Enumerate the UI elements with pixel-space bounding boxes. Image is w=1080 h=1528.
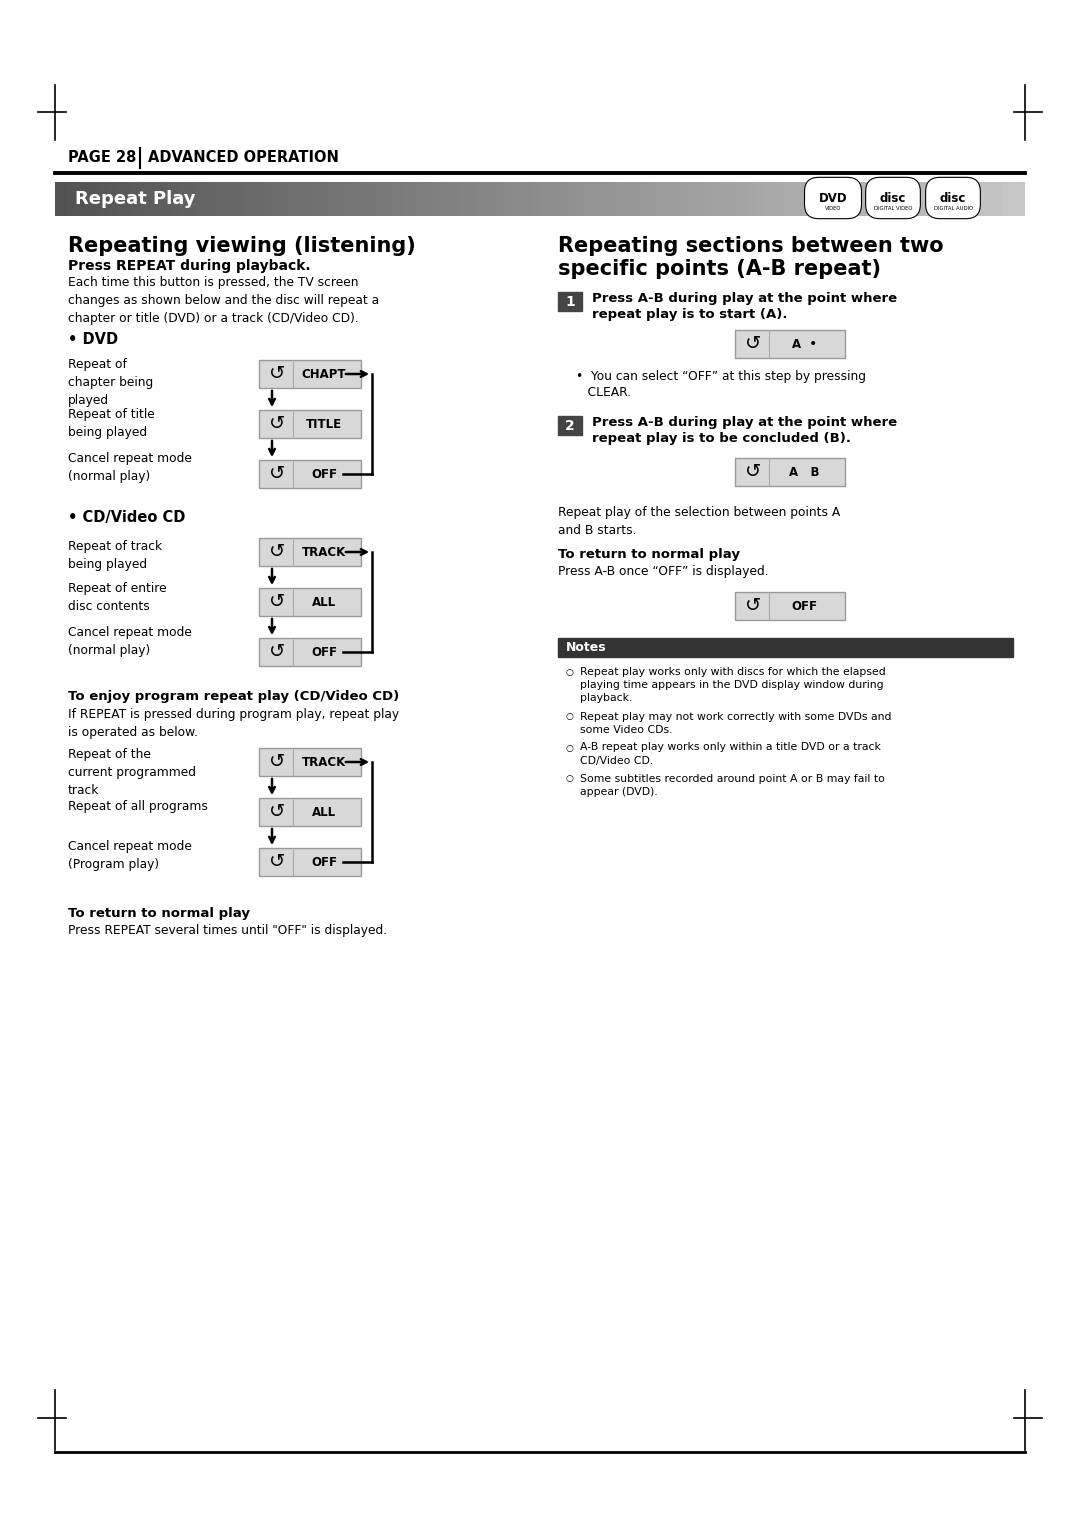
Text: Repeat play works only with discs for which the elapsed
playing time appears in : Repeat play works only with discs for wh… xyxy=(580,668,886,703)
Text: specific points (A-B repeat): specific points (A-B repeat) xyxy=(558,260,881,280)
Text: CHAPT: CHAPT xyxy=(301,368,347,380)
Bar xyxy=(558,292,582,312)
Bar xyxy=(259,538,361,565)
Text: A   B: A B xyxy=(788,466,820,478)
Text: ↺: ↺ xyxy=(269,365,285,384)
Text: Repeat of track
being played: Repeat of track being played xyxy=(68,539,162,571)
Text: OFF: OFF xyxy=(311,468,337,480)
Bar xyxy=(259,460,361,487)
Text: ↺: ↺ xyxy=(269,542,285,561)
Text: ADVANCED OPERATION: ADVANCED OPERATION xyxy=(148,150,339,165)
Text: TITLE: TITLE xyxy=(306,417,342,431)
Text: To return to normal play: To return to normal play xyxy=(68,908,249,920)
Text: Press REPEAT several times until "OFF" is displayed.: Press REPEAT several times until "OFF" i… xyxy=(68,924,387,937)
Text: ↺: ↺ xyxy=(269,642,285,662)
Text: Repeat of the
current programmed
track: Repeat of the current programmed track xyxy=(68,749,195,798)
Text: ALL: ALL xyxy=(312,805,336,819)
Text: Repeat of entire
disc contents: Repeat of entire disc contents xyxy=(68,582,166,613)
Text: disc: disc xyxy=(880,191,906,205)
Text: ↺: ↺ xyxy=(745,335,761,353)
Text: Repeat of
chapter being
played: Repeat of chapter being played xyxy=(68,358,153,406)
Text: OFF: OFF xyxy=(791,599,816,613)
Text: Cancel repeat mode
(normal play): Cancel repeat mode (normal play) xyxy=(68,626,192,657)
Text: Repeat play may not work correctly with some DVDs and
some Video CDs.: Repeat play may not work correctly with … xyxy=(580,712,891,735)
Bar xyxy=(735,458,845,486)
Text: repeat play is to start (A).: repeat play is to start (A). xyxy=(592,309,787,321)
Text: OFF: OFF xyxy=(311,856,337,868)
Text: Repeating viewing (listening): Repeating viewing (listening) xyxy=(68,235,416,257)
Text: ↺: ↺ xyxy=(269,802,285,822)
Text: To return to normal play: To return to normal play xyxy=(558,549,740,561)
Text: ○: ○ xyxy=(565,668,572,677)
Bar xyxy=(735,330,845,358)
Text: Each time this button is pressed, the TV screen
changes as shown below and the d: Each time this button is pressed, the TV… xyxy=(68,277,379,325)
Text: VIDEO: VIDEO xyxy=(825,205,841,211)
Text: A-B repeat play works only within a title DVD or a track
CD/Video CD.: A-B repeat play works only within a titl… xyxy=(580,743,881,766)
Text: ○: ○ xyxy=(565,712,572,721)
Text: Cancel repeat mode
(normal play): Cancel repeat mode (normal play) xyxy=(68,452,192,483)
Bar xyxy=(259,639,361,666)
Text: ○: ○ xyxy=(565,744,572,752)
Text: DIGITAL VIDEO: DIGITAL VIDEO xyxy=(874,205,913,211)
Text: ↺: ↺ xyxy=(745,596,761,616)
Text: OFF: OFF xyxy=(311,645,337,659)
Text: DIGITAL AUDIO: DIGITAL AUDIO xyxy=(933,205,972,211)
Text: CLEAR.: CLEAR. xyxy=(576,387,631,399)
Text: Press REPEAT during playback.: Press REPEAT during playback. xyxy=(68,260,311,274)
Text: If REPEAT is pressed during program play, repeat play
is operated as below.: If REPEAT is pressed during program play… xyxy=(68,707,400,740)
Text: 2: 2 xyxy=(565,419,575,432)
Text: disc: disc xyxy=(940,191,967,205)
Text: ↺: ↺ xyxy=(269,593,285,611)
Text: Repeating sections between two: Repeating sections between two xyxy=(558,235,944,257)
Bar xyxy=(259,361,361,388)
Bar xyxy=(558,639,1013,657)
Text: Repeat of all programs: Repeat of all programs xyxy=(68,801,207,813)
Text: Cancel repeat mode
(Program play): Cancel repeat mode (Program play) xyxy=(68,840,192,871)
Text: ↺: ↺ xyxy=(269,752,285,772)
Bar xyxy=(259,410,361,439)
Text: • DVD: • DVD xyxy=(68,332,118,347)
Text: •  You can select “OFF” at this step by pressing: • You can select “OFF” at this step by p… xyxy=(576,370,866,384)
Text: Press A-B during play at the point where: Press A-B during play at the point where xyxy=(592,416,897,429)
Text: • CD/Video CD: • CD/Video CD xyxy=(68,510,186,526)
Text: ↺: ↺ xyxy=(269,465,285,483)
Bar xyxy=(735,591,845,620)
Text: To enjoy program repeat play (CD/Video CD): To enjoy program repeat play (CD/Video C… xyxy=(68,691,400,703)
Bar xyxy=(259,749,361,776)
Text: TRACK: TRACK xyxy=(302,545,346,559)
Bar xyxy=(558,416,582,435)
Text: repeat play is to be concluded (B).: repeat play is to be concluded (B). xyxy=(592,432,851,445)
Text: Repeat play of the selection between points A
and B starts.: Repeat play of the selection between poi… xyxy=(558,506,840,536)
Text: Press A-B once “OFF” is displayed.: Press A-B once “OFF” is displayed. xyxy=(558,565,769,578)
Text: Repeat Play: Repeat Play xyxy=(75,189,195,208)
Text: Notes: Notes xyxy=(566,642,607,654)
Text: 1: 1 xyxy=(565,295,575,309)
Text: ↺: ↺ xyxy=(745,463,761,481)
Text: Repeat of title
being played: Repeat of title being played xyxy=(68,408,154,439)
Text: PAGE 28: PAGE 28 xyxy=(68,150,136,165)
Text: DVD: DVD xyxy=(819,191,848,205)
Text: Some subtitles recorded around point A or B may fail to
appear (DVD).: Some subtitles recorded around point A o… xyxy=(580,773,885,796)
Text: ↺: ↺ xyxy=(269,414,285,434)
Text: A  •: A • xyxy=(792,338,816,350)
Bar xyxy=(259,848,361,876)
Bar xyxy=(259,798,361,827)
Text: ↺: ↺ xyxy=(269,853,285,871)
Text: ○: ○ xyxy=(565,775,572,784)
Text: Press A-B during play at the point where: Press A-B during play at the point where xyxy=(592,292,897,306)
Text: TRACK: TRACK xyxy=(302,755,346,769)
Text: ALL: ALL xyxy=(312,596,336,608)
Bar xyxy=(259,588,361,616)
